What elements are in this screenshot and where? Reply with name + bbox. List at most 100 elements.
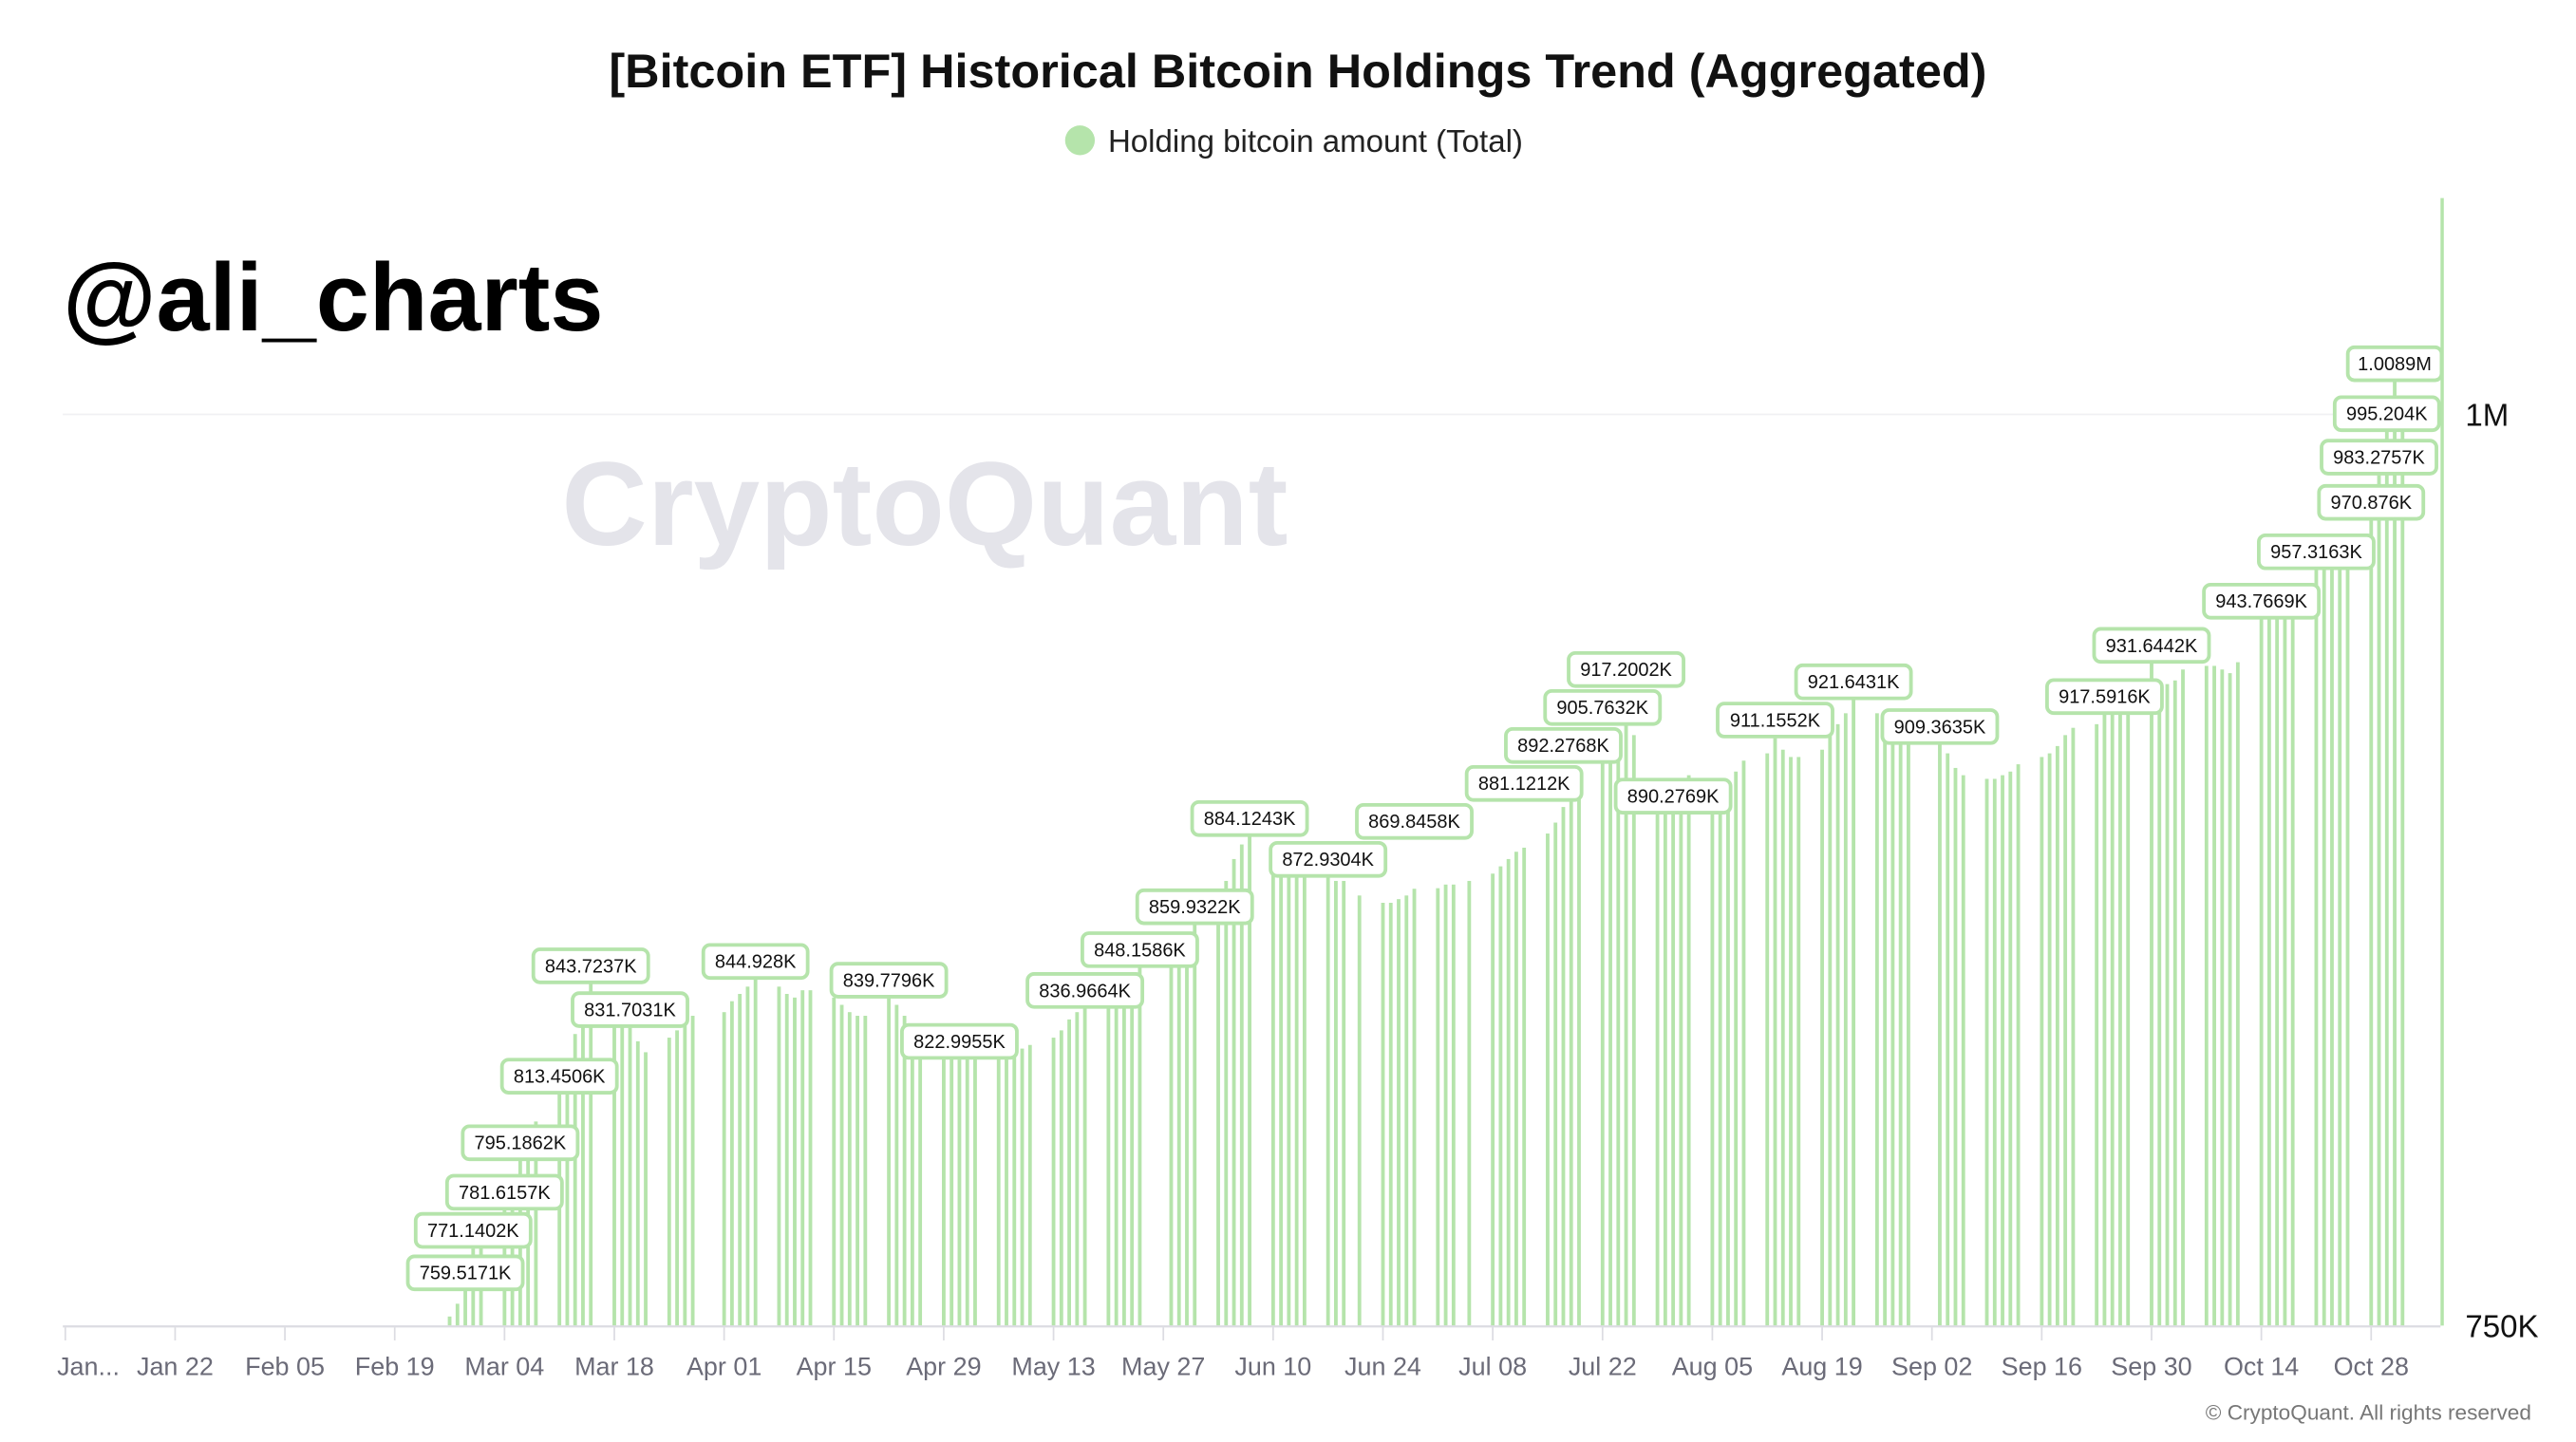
bar[interactable]	[589, 983, 593, 1326]
bar[interactable]	[612, 1004, 616, 1326]
bar[interactable]	[1114, 990, 1119, 1326]
bar[interactable]	[1082, 1008, 1087, 1326]
bar[interactable]	[1302, 870, 1307, 1326]
bar[interactable]	[1522, 847, 1527, 1326]
bar[interactable]	[2055, 745, 2059, 1326]
bar[interactable]	[2338, 552, 2342, 1326]
bar[interactable]	[683, 1022, 687, 1326]
bar[interactable]	[620, 1019, 625, 1326]
bar[interactable]	[1388, 903, 1393, 1326]
bar[interactable]	[856, 1016, 859, 1326]
bar[interactable]	[2063, 735, 2068, 1326]
bar[interactable]	[2384, 431, 2389, 1326]
bar[interactable]	[965, 1058, 969, 1326]
bar[interactable]	[1655, 778, 1660, 1326]
bar[interactable]	[1020, 1048, 1025, 1326]
bar[interactable]	[2266, 618, 2271, 1326]
bar[interactable]	[1553, 822, 1558, 1326]
bar[interactable]	[1216, 903, 1220, 1326]
bar[interactable]	[644, 1052, 648, 1326]
bar[interactable]	[1381, 903, 1385, 1326]
bar[interactable]	[1051, 1038, 1056, 1326]
bar[interactable]	[1498, 866, 1503, 1326]
bar[interactable]	[1075, 1012, 1080, 1326]
bar[interactable]	[1326, 877, 1330, 1326]
bar[interactable]	[2071, 727, 2076, 1326]
bar[interactable]	[2095, 723, 2099, 1326]
bar[interactable]	[1106, 997, 1111, 1326]
bar[interactable]	[918, 1034, 923, 1326]
bar[interactable]	[1874, 713, 1879, 1326]
bar[interactable]	[2157, 687, 2162, 1326]
bar[interactable]	[2001, 775, 2004, 1326]
bar[interactable]	[2400, 396, 2405, 1326]
bar[interactable]	[1491, 873, 1495, 1326]
bar[interactable]	[1577, 778, 1581, 1326]
bar[interactable]	[2275, 614, 2280, 1326]
bar[interactable]	[887, 998, 892, 1326]
bar[interactable]	[784, 993, 789, 1326]
bar[interactable]	[1467, 880, 1472, 1326]
bar[interactable]	[1451, 884, 1456, 1326]
bar[interactable]	[847, 1012, 852, 1326]
bar[interactable]	[863, 1016, 868, 1326]
bar[interactable]	[667, 1038, 671, 1326]
bar[interactable]	[950, 1052, 954, 1326]
bar[interactable]	[1287, 862, 1291, 1326]
bar[interactable]	[1734, 771, 1739, 1326]
bar[interactable]	[1334, 880, 1338, 1326]
bar[interactable]	[1138, 967, 1142, 1326]
bar[interactable]	[1710, 800, 1715, 1326]
bar[interactable]	[973, 1052, 977, 1326]
bar[interactable]	[2345, 549, 2350, 1326]
bar[interactable]	[2008, 771, 2013, 1326]
bar[interactable]	[1514, 852, 1518, 1326]
bar[interactable]	[957, 1059, 962, 1326]
bar[interactable]	[581, 1004, 585, 1326]
bar[interactable]	[1224, 880, 1229, 1326]
bar[interactable]	[1820, 749, 1824, 1326]
bar[interactable]	[2110, 709, 2115, 1326]
bar[interactable]	[2102, 714, 2107, 1326]
bar[interactable]	[1294, 866, 1299, 1326]
bar[interactable]	[1828, 735, 1833, 1326]
bar[interactable]	[902, 1016, 907, 1326]
bar[interactable]	[1890, 723, 1895, 1326]
bar[interactable]	[793, 997, 797, 1326]
bar[interactable]	[447, 1316, 452, 1326]
bar[interactable]	[2126, 695, 2131, 1326]
bar[interactable]	[1718, 793, 1722, 1326]
bar[interactable]	[2040, 757, 2044, 1326]
bar[interactable]	[1397, 899, 1401, 1326]
bar[interactable]	[1765, 753, 1770, 1326]
bar[interactable]	[1121, 979, 1126, 1326]
bar[interactable]	[2047, 753, 2052, 1326]
bar[interactable]	[2393, 382, 2397, 1326]
bar[interactable]	[2118, 705, 2122, 1326]
bar[interactable]	[1938, 744, 1942, 1326]
bar[interactable]	[1130, 971, 1135, 1326]
bar[interactable]	[1193, 925, 1197, 1326]
bar[interactable]	[839, 1004, 844, 1326]
bar[interactable]	[729, 1001, 734, 1326]
bar[interactable]	[635, 1040, 640, 1326]
bar[interactable]	[1248, 836, 1251, 1326]
bar[interactable]	[745, 986, 750, 1326]
bar[interactable]	[1342, 880, 1346, 1326]
bar[interactable]	[1185, 939, 1189, 1326]
bar[interactable]	[565, 1077, 570, 1326]
bar[interactable]	[573, 1034, 577, 1326]
bar[interactable]	[722, 1012, 726, 1326]
bar[interactable]	[1404, 895, 1409, 1326]
bar[interactable]	[2172, 680, 2177, 1326]
bar[interactable]	[1946, 753, 1950, 1326]
bar[interactable]	[1843, 713, 1848, 1326]
bar[interactable]	[2283, 610, 2287, 1326]
bar[interactable]	[1624, 716, 1628, 1326]
bar[interactable]	[1239, 844, 1244, 1326]
bar[interactable]	[1059, 1030, 1063, 1326]
bar[interactable]	[2165, 684, 2170, 1326]
bar[interactable]	[2314, 570, 2319, 1326]
bar[interactable]	[1357, 895, 1362, 1326]
bar[interactable]	[1436, 888, 1440, 1326]
